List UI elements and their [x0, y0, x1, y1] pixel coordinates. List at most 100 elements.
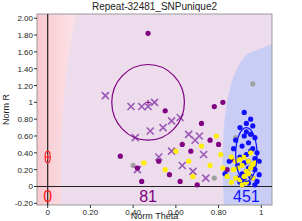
region-aa: [37, 14, 76, 205]
point: [244, 169, 249, 174]
y-tick: [34, 51, 37, 52]
point: [118, 154, 123, 159]
point: [244, 121, 249, 126]
cluster-ellipse: [45, 151, 50, 163]
point: [186, 159, 191, 164]
point: [239, 163, 244, 168]
point: [163, 167, 168, 172]
point: [128, 103, 135, 110]
point: [244, 169, 249, 174]
y-axis-label: Norm R: [1, 94, 11, 125]
y-tick-label: 1.60: [17, 48, 33, 57]
point: [220, 100, 225, 105]
point: [246, 159, 251, 164]
x-tick-label: 0.80: [211, 208, 227, 217]
point: [225, 174, 230, 179]
point: [199, 144, 204, 149]
point: [200, 151, 207, 158]
chart: -0.20 0 0.20 0.40 0.60 0.80 1 1.20 1.40 1.60 1.80 2…: [0, 0, 302, 221]
y-tick: [34, 35, 37, 36]
point: [160, 124, 167, 131]
point: [218, 152, 223, 157]
y-tick: [34, 68, 37, 69]
point: [252, 182, 257, 187]
point: [246, 140, 251, 145]
point: [173, 149, 178, 154]
regions: [37, 14, 272, 205]
point: [212, 104, 217, 109]
point: [220, 165, 225, 170]
point: [185, 131, 192, 138]
point: [179, 162, 186, 169]
point: [139, 179, 144, 184]
point: [246, 159, 251, 164]
point: [147, 127, 154, 134]
point: [163, 108, 168, 113]
y-tick: [34, 152, 37, 153]
y-tick-label: 1.20: [17, 82, 33, 91]
title: Repeat-32481_SNPunique2: [92, 1, 218, 12]
y-tick-label: 1.80: [17, 31, 33, 40]
point: [250, 162, 255, 167]
y-tick-label: 1.40: [17, 65, 33, 74]
y-tick: [34, 85, 37, 86]
y-tick-label: 0.60: [17, 132, 33, 141]
y-tick: [34, 203, 37, 204]
x-tick-label: 0: [45, 208, 50, 217]
plot-area: [37, 14, 272, 205]
point: [242, 110, 247, 115]
point: [138, 103, 145, 110]
point: [239, 144, 244, 149]
y-tick: [34, 186, 37, 187]
point: [216, 142, 221, 147]
point: [102, 92, 109, 99]
point: [212, 175, 217, 180]
point: [151, 99, 158, 106]
point: [229, 180, 234, 185]
y-tick: [34, 102, 37, 103]
y-tick-label: 1: [29, 98, 34, 107]
point: [167, 172, 172, 177]
point: [250, 123, 255, 128]
point: [188, 149, 193, 154]
cluster-count: 451: [233, 188, 260, 205]
plot-frame: [37, 14, 272, 205]
zero-axis-x: [47, 14, 48, 205]
point: [145, 31, 150, 36]
y-tick-label: 0.40: [17, 149, 33, 158]
cluster-count: 0: [43, 188, 52, 205]
point: [156, 159, 161, 164]
point: [257, 172, 262, 177]
point: [207, 138, 212, 143]
cluster-ellipse: [112, 64, 185, 140]
y-tick: [34, 169, 37, 170]
x-tick-label: 0.20: [83, 208, 99, 217]
cluster-center: [244, 152, 249, 157]
point: [207, 163, 212, 168]
cluster-ellipse: [236, 128, 257, 182]
y-tick-label: 0.20: [17, 166, 33, 175]
x-tick-label: 1: [259, 208, 264, 217]
point: [178, 179, 183, 184]
region-bb: [223, 44, 272, 205]
point: [134, 166, 141, 173]
point: [190, 174, 195, 179]
y-tick-label: 2.00: [17, 14, 33, 23]
point: [248, 117, 253, 122]
point: [250, 81, 255, 86]
cluster-count: 81: [139, 188, 157, 205]
y-tick-label: -0.20: [15, 199, 34, 208]
y-tick: [34, 136, 37, 137]
point: [199, 121, 204, 126]
y-tick-label: 0.80: [17, 115, 33, 124]
point: [180, 142, 185, 147]
point: [214, 133, 219, 138]
point: [168, 117, 175, 124]
point: [141, 160, 146, 165]
region-ab: [37, 14, 272, 205]
point: [229, 154, 234, 159]
point: [202, 175, 209, 182]
point: [196, 133, 203, 140]
point: [135, 165, 140, 170]
point: [244, 129, 249, 134]
